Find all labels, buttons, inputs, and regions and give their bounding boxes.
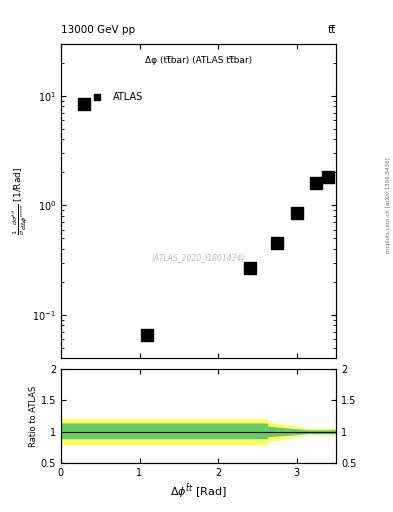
Point	[246, 264, 253, 272]
Text: (ATLAS_2020_I1801434): (ATLAS_2020_I1801434)	[152, 253, 245, 262]
Text: Δφ (tt̅bar) (ATLAS tt̅bar): Δφ (tt̅bar) (ATLAS tt̅bar)	[145, 56, 252, 65]
Text: tt̅: tt̅	[328, 25, 336, 35]
Point	[81, 99, 88, 108]
Y-axis label: $\frac{1}{\sigma}\frac{d\sigma^{fid}}{d\Delta\phi^{norm}}$ [1/Rad]: $\frac{1}{\sigma}\frac{d\sigma^{fid}}{d\…	[11, 167, 29, 235]
Point	[68, 210, 74, 218]
Point	[313, 179, 320, 187]
X-axis label: $\Delta\phi^{\bar{t}t}$ [Rad]: $\Delta\phi^{\bar{t}t}$ [Rad]	[170, 482, 227, 500]
Point	[144, 331, 151, 339]
Point	[274, 239, 280, 247]
Point	[325, 173, 331, 181]
Text: mcplots.cern.ch [arXiv:1306.3436]: mcplots.cern.ch [arXiv:1306.3436]	[386, 157, 391, 252]
Text: ATLAS: ATLAS	[113, 92, 143, 102]
Point	[294, 209, 300, 217]
Text: 13000 GeV pp: 13000 GeV pp	[61, 25, 135, 35]
Y-axis label: Ratio to ATLAS: Ratio to ATLAS	[29, 386, 38, 446]
